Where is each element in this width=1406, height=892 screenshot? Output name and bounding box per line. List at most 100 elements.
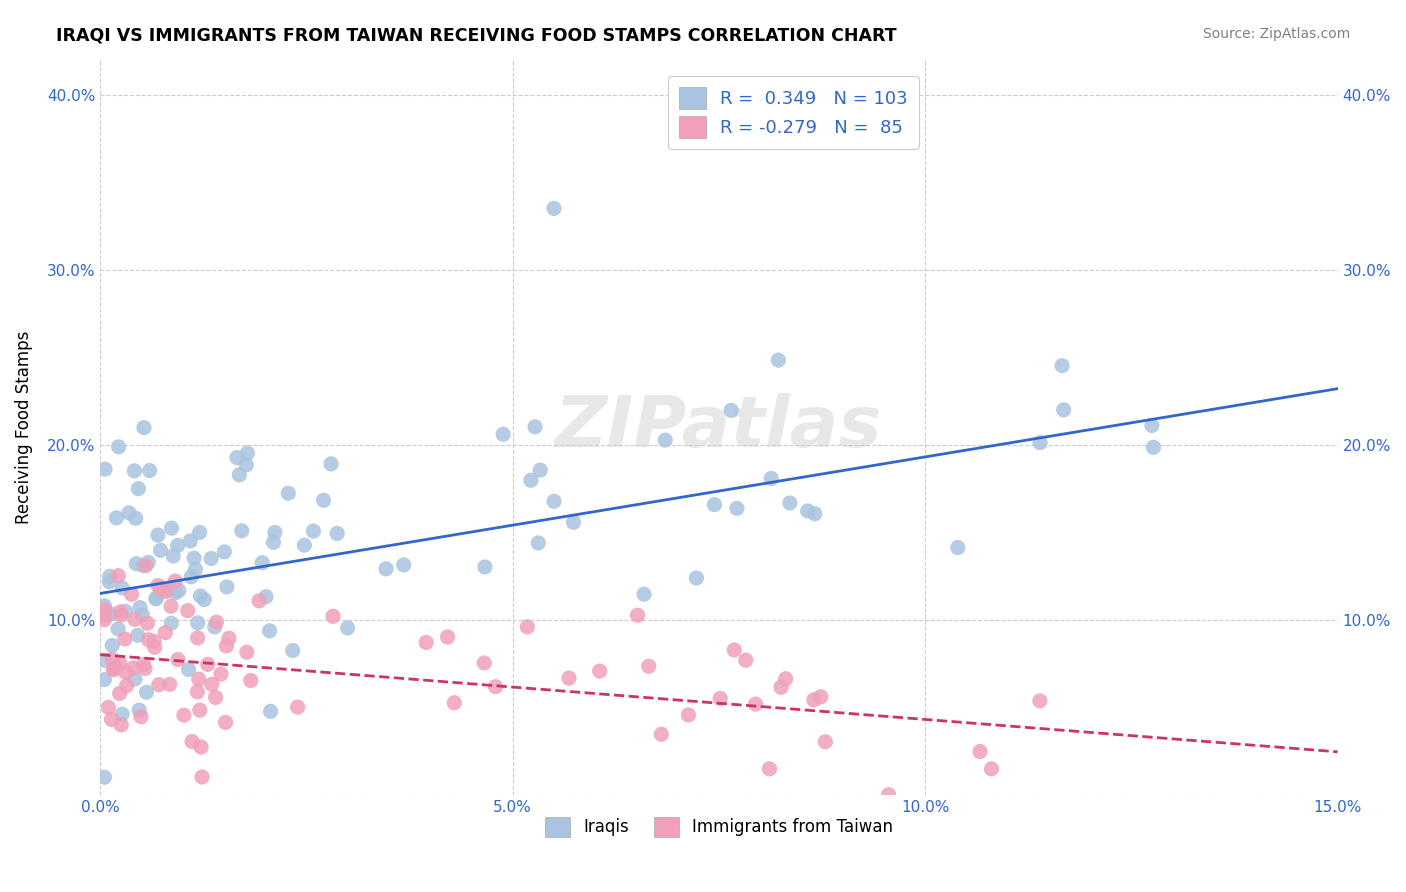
Point xyxy=(204,620,226,634)
Point xyxy=(132,657,155,672)
Point xyxy=(262,535,284,549)
Point xyxy=(124,464,146,478)
Point xyxy=(114,604,136,618)
Text: ZIPatlas: ZIPatlas xyxy=(555,392,883,462)
Point xyxy=(239,673,262,688)
Point xyxy=(181,734,204,748)
Point xyxy=(1053,403,1076,417)
Point xyxy=(1050,359,1073,373)
Point xyxy=(193,592,215,607)
Point xyxy=(132,420,155,434)
Point xyxy=(758,762,780,776)
Point xyxy=(779,496,801,510)
Point xyxy=(136,555,159,569)
Text: IRAQI VS IMMIGRANTS FROM TAIWAN RECEIVING FOOD STAMPS CORRELATION CHART: IRAQI VS IMMIGRANTS FROM TAIWAN RECEIVIN… xyxy=(56,27,897,45)
Point xyxy=(110,718,132,732)
Point xyxy=(190,589,212,603)
Point xyxy=(215,580,238,594)
Point xyxy=(946,541,969,555)
Point xyxy=(93,602,115,616)
Point xyxy=(160,521,183,535)
Point xyxy=(115,679,138,693)
Point xyxy=(155,584,177,599)
Point xyxy=(187,615,209,630)
Point xyxy=(524,420,547,434)
Point xyxy=(111,581,134,595)
Point xyxy=(105,511,128,525)
Point xyxy=(187,672,209,686)
Point xyxy=(125,557,148,571)
Point xyxy=(160,616,183,631)
Point xyxy=(143,640,166,655)
Point xyxy=(633,587,655,601)
Point xyxy=(110,608,132,623)
Point xyxy=(135,685,157,699)
Point xyxy=(166,538,188,552)
Point xyxy=(146,528,169,542)
Point xyxy=(103,663,125,677)
Point xyxy=(162,549,184,563)
Point xyxy=(104,660,127,674)
Point xyxy=(100,712,122,726)
Point xyxy=(803,693,825,707)
Point xyxy=(214,715,236,730)
Point xyxy=(259,704,281,718)
Point xyxy=(93,653,115,667)
Point xyxy=(187,631,209,645)
Point xyxy=(1140,418,1163,433)
Point xyxy=(980,762,1002,776)
Point xyxy=(803,507,825,521)
Point xyxy=(654,433,676,447)
Point xyxy=(146,578,169,592)
Point xyxy=(484,680,506,694)
Point xyxy=(678,708,700,723)
Point xyxy=(720,403,742,417)
Point xyxy=(93,613,115,627)
Point xyxy=(114,665,136,680)
Point xyxy=(188,525,211,540)
Point xyxy=(492,427,515,442)
Point xyxy=(138,632,160,647)
Point xyxy=(160,599,183,614)
Point xyxy=(562,516,585,530)
Y-axis label: Receiving Food Stamps: Receiving Food Stamps xyxy=(15,330,32,524)
Point xyxy=(177,663,200,677)
Point xyxy=(177,603,200,617)
Point xyxy=(877,788,900,802)
Point xyxy=(132,558,155,573)
Point xyxy=(1029,435,1052,450)
Point xyxy=(131,607,153,622)
Point xyxy=(520,473,543,487)
Point xyxy=(127,482,149,496)
Point xyxy=(128,703,150,717)
Point xyxy=(236,645,259,659)
Point xyxy=(107,440,129,454)
Point xyxy=(114,632,136,646)
Point xyxy=(191,770,214,784)
Point xyxy=(292,538,315,552)
Point xyxy=(218,632,240,646)
Point xyxy=(159,677,181,691)
Point xyxy=(326,526,349,541)
Point xyxy=(474,560,496,574)
Point xyxy=(287,700,309,714)
Point xyxy=(761,471,783,485)
Point xyxy=(148,678,170,692)
Point xyxy=(98,574,121,589)
Point xyxy=(204,690,226,705)
Point xyxy=(281,643,304,657)
Point xyxy=(529,463,551,477)
Point xyxy=(124,511,146,525)
Point xyxy=(184,562,207,576)
Point xyxy=(98,607,121,621)
Point xyxy=(769,680,792,694)
Point xyxy=(259,624,281,638)
Point xyxy=(188,703,211,717)
Point xyxy=(97,700,120,714)
Point xyxy=(149,582,172,596)
Point xyxy=(250,556,273,570)
Point xyxy=(124,672,146,686)
Point xyxy=(145,591,167,606)
Point xyxy=(108,657,131,671)
Point xyxy=(516,620,538,634)
